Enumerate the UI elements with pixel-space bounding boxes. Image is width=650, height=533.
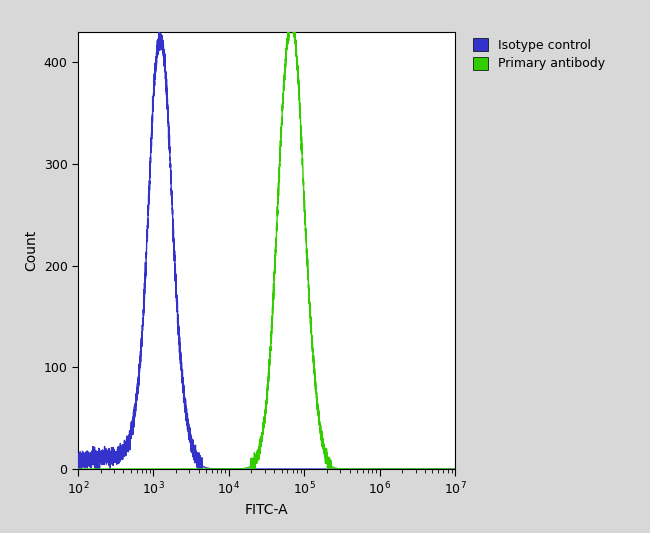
Y-axis label: Count: Count <box>24 230 38 271</box>
Legend: Isotype control, Primary antibody: Isotype control, Primary antibody <box>473 38 604 70</box>
X-axis label: FITC-A: FITC-A <box>244 503 289 517</box>
